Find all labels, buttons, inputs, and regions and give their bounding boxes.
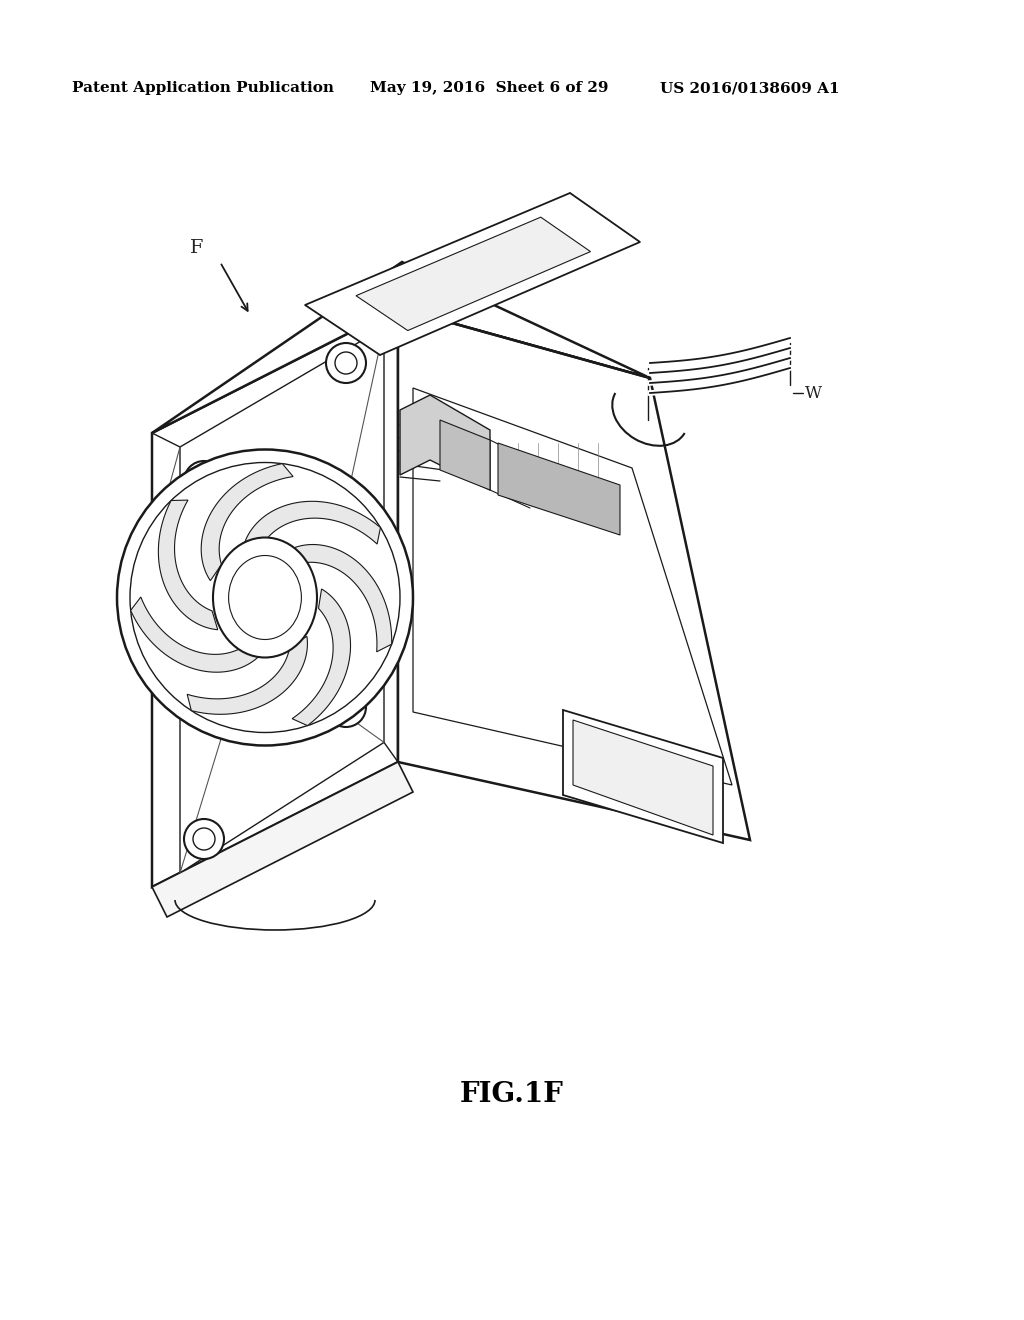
Polygon shape bbox=[131, 597, 261, 672]
Polygon shape bbox=[398, 308, 750, 840]
Text: F: F bbox=[190, 239, 204, 257]
Circle shape bbox=[117, 450, 413, 746]
Polygon shape bbox=[563, 710, 723, 843]
Polygon shape bbox=[159, 500, 218, 630]
Circle shape bbox=[335, 696, 357, 718]
Polygon shape bbox=[152, 308, 398, 887]
Polygon shape bbox=[400, 395, 490, 490]
Polygon shape bbox=[244, 502, 381, 544]
Polygon shape bbox=[187, 636, 307, 714]
Text: W: W bbox=[805, 384, 822, 401]
Polygon shape bbox=[294, 545, 392, 652]
Circle shape bbox=[184, 818, 224, 859]
Text: May 19, 2016  Sheet 6 of 29: May 19, 2016 Sheet 6 of 29 bbox=[370, 81, 608, 95]
Polygon shape bbox=[180, 327, 384, 873]
Polygon shape bbox=[413, 388, 732, 785]
Circle shape bbox=[193, 828, 215, 850]
Circle shape bbox=[335, 352, 357, 374]
Circle shape bbox=[184, 461, 224, 502]
Circle shape bbox=[326, 686, 366, 727]
Polygon shape bbox=[573, 719, 713, 836]
Polygon shape bbox=[201, 463, 293, 581]
Polygon shape bbox=[292, 589, 350, 726]
Polygon shape bbox=[440, 420, 490, 490]
Polygon shape bbox=[305, 193, 640, 355]
Polygon shape bbox=[356, 218, 591, 330]
Polygon shape bbox=[498, 444, 620, 535]
Text: US 2016/0138609 A1: US 2016/0138609 A1 bbox=[660, 81, 840, 95]
Polygon shape bbox=[152, 261, 650, 433]
Text: FIG.1F: FIG.1F bbox=[460, 1081, 564, 1109]
Circle shape bbox=[193, 470, 215, 492]
Polygon shape bbox=[152, 762, 413, 917]
Circle shape bbox=[326, 343, 366, 383]
Text: Patent Application Publication: Patent Application Publication bbox=[72, 81, 334, 95]
Ellipse shape bbox=[213, 537, 317, 657]
